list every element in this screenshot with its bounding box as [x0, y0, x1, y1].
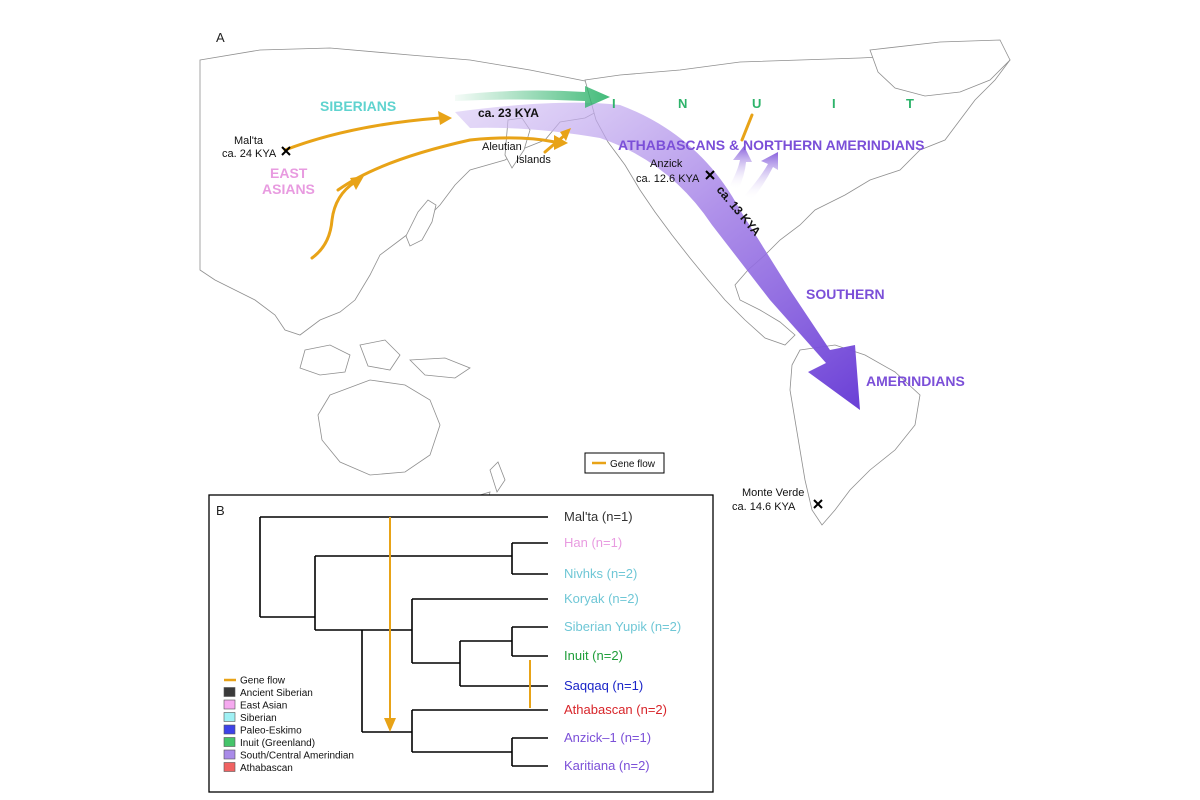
migration-arrow-athabascans	[730, 146, 752, 190]
gene-flow-east-asia	[310, 180, 357, 260]
label-inuit-i1: I	[612, 96, 616, 111]
tree-legend-swatch	[223, 724, 236, 735]
tree-legend-label: South/Central Amerindian	[240, 751, 354, 762]
label-anzick-date: ca. 12.6 KYA	[636, 173, 700, 185]
label-athabascans-northern-amerindians: ATHABASCANS & NORTHERN AMERINDIANS	[618, 137, 924, 153]
label-inuit-u: U	[752, 96, 761, 111]
tree-legend-label: Inuit (Greenland)	[240, 738, 315, 749]
map-legend-box	[584, 452, 665, 474]
tree-legend-label: Ancient Siberian	[240, 688, 313, 699]
label-monte-verde-date: ca. 14.6 KYA	[732, 501, 796, 513]
label-anzick-name: Anzick	[650, 158, 683, 170]
map-legend: Gene flow	[584, 452, 665, 474]
gene-flow-malta-siberia	[283, 116, 442, 152]
taxon-label: Koryak (n=2)	[564, 591, 639, 606]
arrowhead-siberia	[438, 111, 452, 125]
label-east-asians-line1: EAST	[270, 165, 308, 181]
north-america-landmass	[584, 51, 1011, 346]
southeast-asia-islands	[299, 339, 401, 376]
site-markers	[281, 146, 823, 509]
gene-flow-arrows	[283, 113, 754, 260]
japan-island	[405, 199, 437, 247]
panel-b-letter: B	[216, 503, 225, 518]
phylogenetic-tree	[259, 516, 548, 767]
south-america-landmass	[789, 344, 921, 526]
label-malta-name: Mal'ta	[234, 135, 264, 147]
tree-legend-label: Paleo-Eskimo	[240, 726, 302, 737]
taxon-label: Mal'ta (n=1)	[564, 509, 633, 524]
tree-gene-flow	[384, 517, 531, 732]
arrowhead-aleutian	[560, 128, 571, 141]
taxon-label: Nivhks (n=2)	[564, 566, 637, 581]
panel-b: B	[208, 494, 714, 793]
label-inuit-n: N	[678, 96, 687, 111]
migration-arrow-northern-amerindians	[745, 152, 778, 200]
anzick-marker	[705, 170, 715, 180]
label-aleutian-line2: Islands	[516, 154, 551, 166]
label-ca-23-kya: ca. 23 KYA	[478, 106, 539, 120]
taxon-label: Saqqaq (n=1)	[564, 678, 643, 693]
tree-legend-label: Gene flow	[240, 676, 286, 687]
label-inuit-i2: I	[832, 96, 836, 111]
taxon-label: Athabascan (n=2)	[564, 702, 667, 717]
taxon-labels: Mal'ta (n=1) Han (n=1) Nivhks (n=2) Kory…	[564, 509, 681, 773]
taxon-label: Han (n=1)	[564, 535, 622, 550]
tree-legend-label: Athabascan	[240, 763, 293, 774]
tree-legend-label: Siberian	[240, 713, 277, 724]
panel-a: A	[199, 30, 1011, 526]
tree-legend-swatch	[223, 687, 236, 697]
label-siberians: SIBERIANS	[320, 98, 396, 114]
tree-legend-swatch	[223, 712, 236, 722]
map-legend-label: Gene flow	[610, 459, 656, 470]
gene-flow-inuit-athabascan	[740, 113, 754, 142]
greenland-island	[869, 39, 1011, 97]
taxon-label: Inuit (n=2)	[564, 648, 623, 663]
label-southern: SOUTHERN	[806, 286, 885, 302]
panel-b-frame	[208, 494, 714, 793]
migration-arrow-inuit	[455, 86, 610, 108]
label-monte-verde-name: Monte Verde	[742, 487, 804, 499]
australia-landmass	[317, 379, 441, 476]
new-guinea-island	[409, 357, 471, 379]
taxon-label: Karitiana (n=2)	[564, 758, 650, 773]
malta-marker	[281, 146, 291, 156]
label-malta-date: ca. 24 KYA	[222, 148, 277, 160]
tree-legend-swatch	[223, 762, 236, 772]
tree-legend-swatch	[223, 749, 236, 760]
label-inuit-t: T	[906, 96, 914, 111]
label-amerindians: AMERINDIANS	[866, 373, 965, 389]
arrowhead-beringia	[554, 135, 568, 150]
tree-legend-swatch	[223, 737, 236, 747]
tree-legend-swatch	[223, 699, 236, 710]
taxon-label: Anzick–1 (n=1)	[564, 730, 651, 745]
label-east-asians-line2: ASIANS	[262, 181, 315, 197]
migration-arrow-southern-amerindians	[455, 102, 860, 411]
gene-flow-arrowheads	[350, 111, 571, 190]
monte-verde-marker	[813, 499, 823, 509]
tree-legend-label: East Asian	[240, 701, 287, 712]
label-aleutian-line1: Aleutian	[482, 141, 522, 153]
tree-gene-flow-arrowhead	[384, 718, 396, 732]
arrowhead-east-asia	[350, 176, 364, 190]
panel-a-letter: A	[216, 30, 225, 45]
taxon-label: Siberian Yupik (n=2)	[564, 619, 681, 634]
gene-flow-east-asia-beringia	[336, 136, 557, 192]
